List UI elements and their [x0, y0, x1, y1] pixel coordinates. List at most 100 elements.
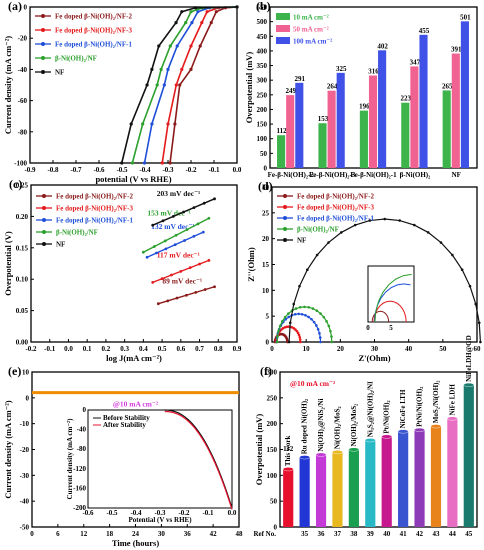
legend-entry: Fe doped β-Ni(OH)₂/NF-1 [297, 215, 374, 223]
inset-curve [371, 310, 390, 323]
bar [332, 452, 343, 527]
y-tick-label: -50 [20, 524, 30, 532]
inset-x-tick-label: -0.5 [106, 509, 118, 517]
inset-y-tick-label: -200 [73, 504, 86, 512]
y-tick-label: -100 [14, 160, 27, 168]
data-point [304, 313, 307, 317]
bar [327, 90, 336, 168]
category-label: Fe-β-Ni(OH)₂-1 [350, 171, 397, 179]
data-point [319, 312, 322, 315]
legend-swatch [276, 37, 290, 44]
legend-marker [283, 216, 287, 220]
y-tick-label: 0 [266, 339, 270, 347]
data-point [479, 340, 482, 344]
x-tick-label: 0.4 [139, 345, 148, 353]
bar-label: PtNi/Ni(OH)₂ [416, 387, 424, 427]
panel-label: (a) [8, 0, 22, 13]
bar-label: Ni(OH)₂/MoS₂ [333, 406, 341, 449]
y-axis-label: Current density (mA cm⁻²) [3, 400, 13, 498]
legend-marker [41, 14, 45, 18]
y-tick-label: 10 [22, 369, 30, 377]
panel-label: (e) [8, 364, 21, 378]
data-point [166, 122, 170, 126]
data-point [185, 293, 188, 297]
bar [447, 418, 458, 527]
data-point [160, 277, 164, 281]
data-point [192, 234, 196, 238]
data-point [194, 6, 198, 10]
y-tick-label: -80 [18, 128, 28, 136]
bar-label: NiFe LDH [448, 384, 456, 416]
data-point [174, 83, 178, 87]
inset-y-tick-label: -80 [77, 445, 87, 453]
bar-cap [463, 382, 475, 387]
data-point [155, 83, 159, 87]
data-point [298, 284, 301, 288]
bar [348, 449, 359, 527]
data-point [189, 67, 193, 71]
data-point [203, 288, 207, 291]
bar [315, 454, 327, 527]
data-point [310, 317, 313, 321]
data-point [281, 320, 284, 323]
data-point [307, 305, 311, 309]
panel-label: (f) [260, 364, 272, 378]
panel-e: 0 6 12 18 24 30 36 42 48 -50 -40 -30 -20 -10 0 10 Time (… [3, 364, 243, 548]
data-point [163, 239, 167, 243]
x-tick-label: 0.0 [233, 166, 242, 174]
data-point [296, 331, 300, 335]
y-tick-label: 0.10 [16, 276, 29, 284]
x-tick-label: 45 [465, 530, 473, 538]
data-label: 402 [377, 42, 388, 50]
legend-marker [42, 218, 46, 222]
y-tick-label: 200 [257, 106, 268, 114]
y-tick-label: 0 [26, 394, 30, 402]
legend-marker [42, 206, 46, 210]
inset-y-tick-label: -40 [77, 426, 87, 434]
data-point [213, 197, 216, 201]
bar [359, 110, 368, 168]
x-tick-label: 0.6 [176, 345, 185, 353]
panel-d: 0 10 20 30 40 50 60051015202530Z'(Ohm)Z''(Ohm)… [246, 179, 482, 363]
legend-marker [42, 242, 46, 246]
data-point [298, 335, 302, 339]
data-point [178, 83, 182, 87]
data-point [173, 122, 177, 126]
data-point [319, 340, 322, 344]
data-point [166, 67, 170, 71]
data-point [287, 312, 290, 315]
y-tick-label: 550 [257, 4, 268, 12]
data-point [170, 273, 173, 277]
data-point [196, 10, 200, 14]
data-label: 501 [460, 13, 471, 21]
x-tick-label: -0.8 [47, 166, 59, 174]
data-point [174, 233, 178, 237]
y-axis-label: Overpotential (mV) [244, 52, 254, 124]
x-tick-label: 40 [383, 530, 391, 538]
data-point [180, 10, 184, 14]
data-point [368, 219, 372, 222]
y-tick-label: 0.20 [16, 213, 29, 221]
legend-entry: NF [56, 241, 65, 249]
data-point [185, 228, 189, 231]
legend-entry: Fe doped β-Ni(OH)₂/NF-2 [297, 193, 374, 201]
y-tick-label: -20 [18, 35, 28, 43]
inset-curve [164, 410, 233, 510]
panel-b: 0 50 100 150 200 250 300 350 400 450 500 550 Overpot… [244, 0, 478, 179]
y-axis-label: Overpotential (V) [3, 231, 13, 296]
bar [381, 436, 392, 527]
data-point [315, 324, 318, 327]
legend-swatch [276, 13, 290, 20]
inset-x-tick-label: 0.0 [228, 509, 237, 517]
data-point [439, 241, 443, 244]
category-label: Fe-β-Ni(OH)₂-3 [309, 171, 356, 179]
data-point [287, 340, 291, 344]
y-tick-label: 15 [262, 261, 270, 269]
x-tick-label: 44 [449, 530, 457, 538]
category-label: Fe-β-Ni(OH)₂-2 [268, 171, 315, 179]
data-point [327, 241, 330, 244]
x-tick-label: 37 [334, 530, 342, 538]
data-point [292, 302, 296, 306]
data-point [325, 320, 328, 323]
data-point [198, 44, 202, 48]
